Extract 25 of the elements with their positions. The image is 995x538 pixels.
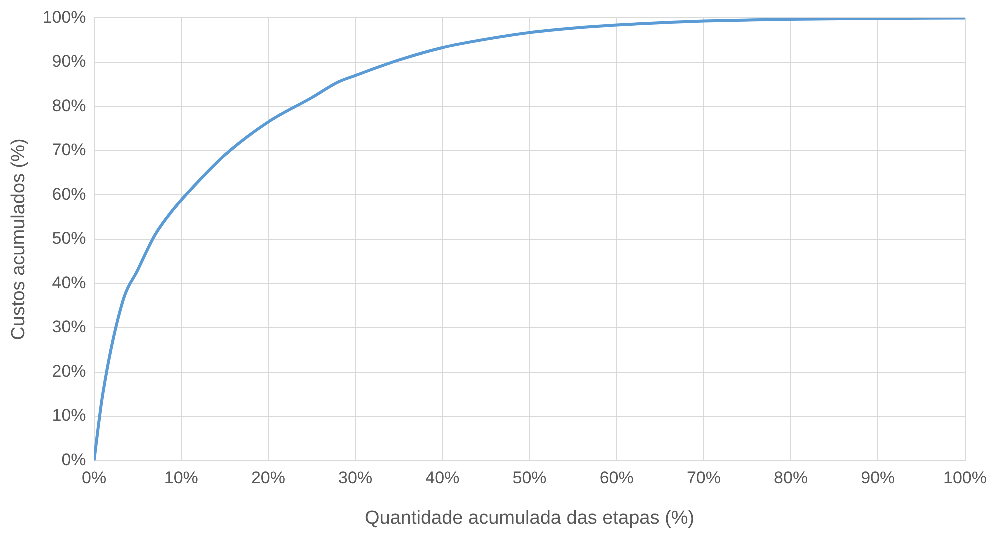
- line-series: [94, 18, 966, 461]
- y-tick-label: 70%: [52, 140, 86, 160]
- y-tick-label: 50%: [52, 229, 86, 248]
- x-tick-label: 10%: [164, 468, 198, 488]
- x-tick-label: 0%: [82, 468, 107, 488]
- y-axis-title: Custos acumulados (%): [8, 138, 30, 340]
- y-tick-label: 20%: [52, 362, 86, 381]
- y-tick-label: 0%: [62, 450, 86, 470]
- x-tick-label: 80%: [774, 468, 808, 488]
- x-tick-label: 60%: [600, 468, 634, 488]
- y-tick-label: 90%: [52, 52, 86, 72]
- x-tick-label: 100%: [944, 468, 987, 488]
- x-axis-title: Quantidade acumulada das etapas (%): [364, 508, 695, 529]
- x-tick-label: 50%: [512, 468, 547, 488]
- y-tick-label: 60%: [52, 184, 86, 204]
- y-tick-label: 30%: [52, 318, 86, 337]
- x-tick-label: 30%: [338, 468, 373, 488]
- y-tick-label: 40%: [52, 273, 86, 292]
- x-tick-label: 20%: [251, 468, 286, 488]
- y-tick-label: 10%: [52, 406, 86, 426]
- x-tick-label: 90%: [861, 468, 896, 488]
- y-tick-label: 100%: [42, 8, 86, 27]
- x-tick-label: 70%: [686, 468, 721, 488]
- x-tick-label: 40%: [426, 468, 460, 488]
- y-tick-label: 80%: [52, 96, 86, 116]
